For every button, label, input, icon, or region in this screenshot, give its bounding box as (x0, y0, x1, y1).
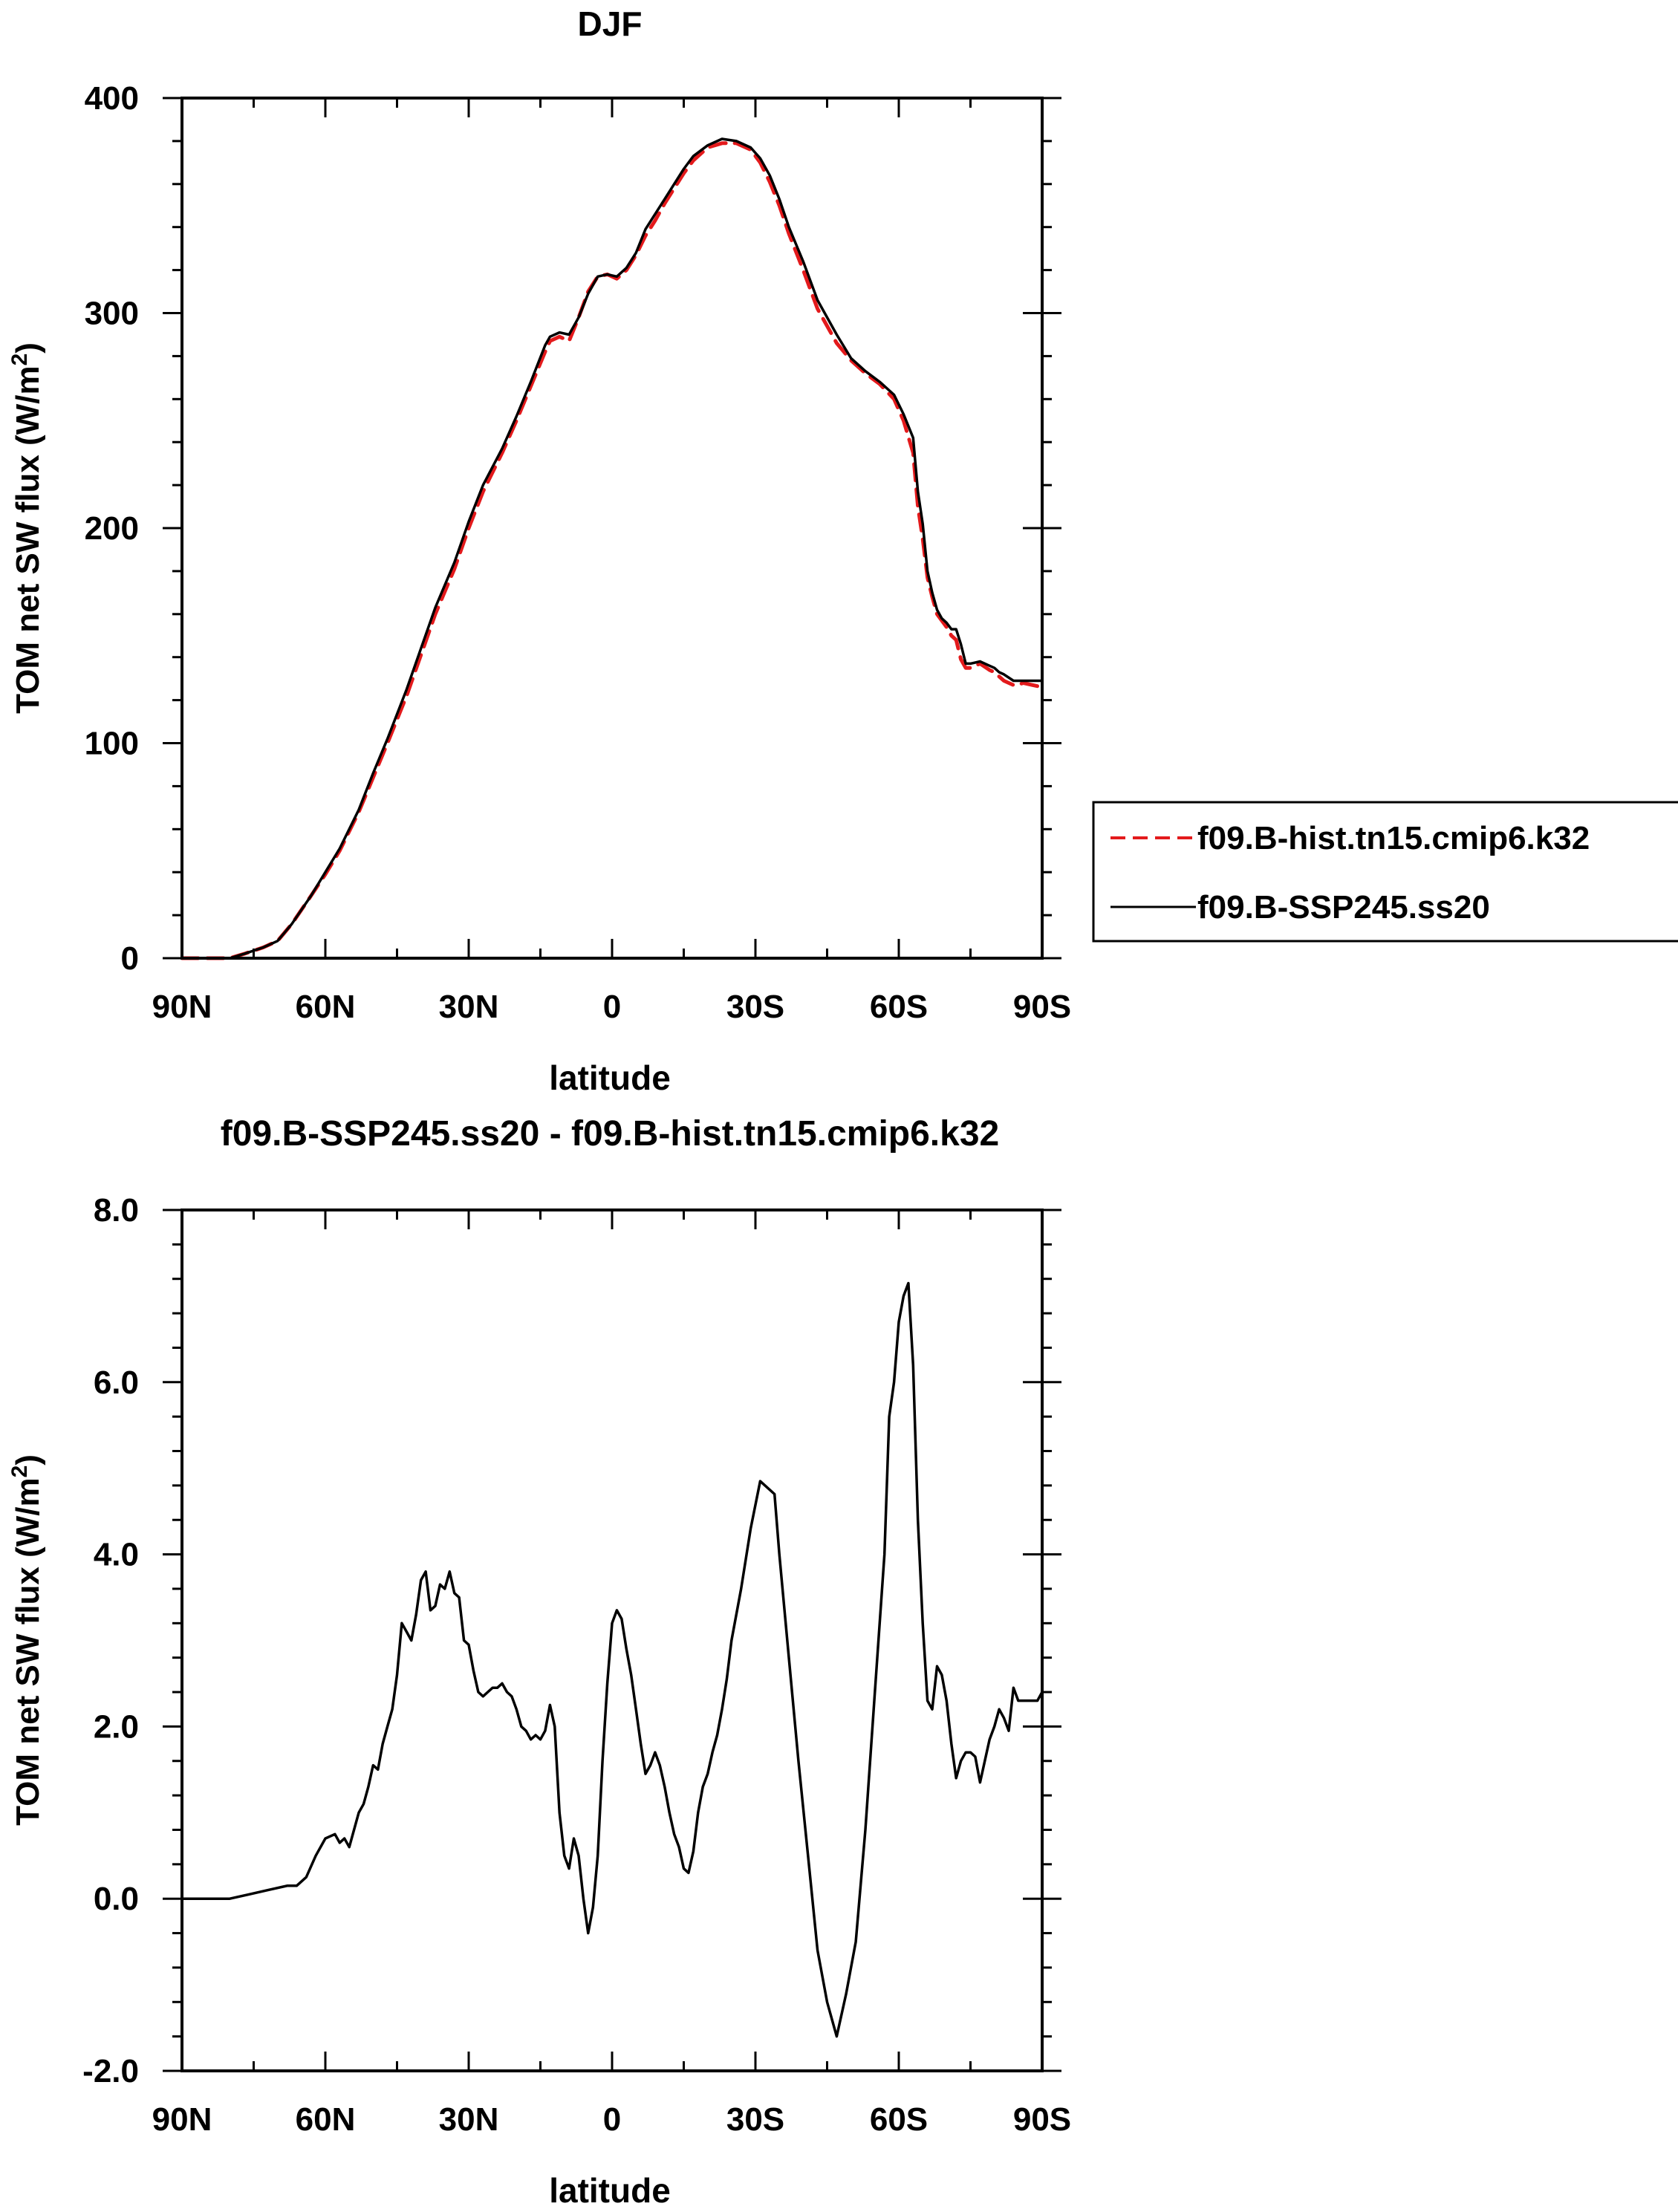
panel-djf: DJF 90N 60N 30N 0 30S 60S 90S 0 100 200 300 400 lat… (7, 4, 1678, 1097)
chart-2-x-tick-label: 30S (726, 2101, 784, 2138)
chart-1-x-axis-label: latitude (549, 1058, 671, 1097)
chart-2-title: f09.B-SSP245.ss20 - f09.B-hist.tn15.cmip… (221, 1114, 999, 1154)
chart-1-x-tick-label: 90N (152, 989, 212, 1025)
chart-1-y-tick-label: 400 (85, 80, 139, 117)
chart-1-y-axis-label: TOM net SW flux (W/m2) (7, 342, 46, 714)
chart-2-y-tick-label: -2.0 (82, 2053, 139, 2089)
chart-1-x-tick-label: 0 (603, 989, 621, 1025)
chart-1-series-line-0 (180, 141, 1044, 960)
chart-1-plot-frame (181, 97, 1044, 960)
chart-2-x-tick-label: 60N (296, 2101, 356, 2138)
chart-2-series-group (181, 1281, 1044, 2038)
chart-1-x-tick-label: 60N (296, 989, 356, 1025)
chart-2-x-tick-label: 30N (439, 2101, 499, 2138)
chart-2-x-axis-label: latitude (549, 2171, 671, 2210)
chart-2-y-tick-label: 0.0 (94, 1881, 139, 1917)
chart-1-y-tick-label: 0 (121, 940, 139, 977)
chart-1-y-tick-label: 200 (85, 510, 139, 547)
chart-1-ticks-group: 90N 60N 30N 0 30S 60S 90S 0 100 200 300 400 (85, 80, 1072, 1025)
chart-1-x-tick-label: 90S (1013, 989, 1071, 1025)
chart-1-x-tick-label: 60S (870, 989, 928, 1025)
chart-1-y-tick-label: 300 (85, 296, 139, 332)
chart-2-x-tick-label: 60S (870, 2101, 928, 2138)
chart-2-ticks-group: 90N 60N 30N 0 30S 60S 90S -2.0 0.0 2.0 4.0 6.0 8.0 (82, 1192, 1071, 2138)
legend-label-hist: f09.B-hist.tn15.cmip6.k32 (1197, 820, 1590, 856)
panel-difference: f09.B-SSP245.ss20 - f09.B-hist.tn15.cmip… (7, 1114, 1071, 2210)
legend-label-ssp245: f09.B-SSP245.ss20 (1197, 889, 1490, 926)
chart-2-plot-frame (181, 1209, 1044, 2072)
chart-2-y-tick-label: 4.0 (94, 1537, 139, 1573)
chart-1-y-tick-label: 100 (85, 726, 139, 762)
chart-2-y-tick-label: 6.0 (94, 1364, 139, 1401)
chart-2-x-tick-label: 90N (152, 2101, 212, 2138)
legend-box (1092, 801, 1678, 943)
chart-1-x-tick-label: 30S (726, 989, 784, 1025)
chart-1-series-line-1 (181, 137, 1044, 960)
chart-2-y-tick-label: 8.0 (94, 1192, 139, 1229)
chart-2-y-tick-label: 2.0 (94, 1708, 139, 1745)
chart-1-series-group (180, 137, 1044, 960)
chart-2-series-line-0 (181, 1281, 1044, 2038)
chart-1-legend: f09.B-hist.tn15.cmip6.k32 f09.B-SSP245.s… (1092, 801, 1678, 943)
chart-1-x-tick-label: 30N (439, 989, 499, 1025)
chart-2-x-tick-label: 0 (603, 2101, 621, 2138)
chart-2-y-axis-label: TOM net SW flux (W/m2) (7, 1454, 46, 1826)
chart-2-x-tick-label: 90S (1013, 2101, 1071, 2138)
chart-1-title: DJF (578, 4, 643, 43)
